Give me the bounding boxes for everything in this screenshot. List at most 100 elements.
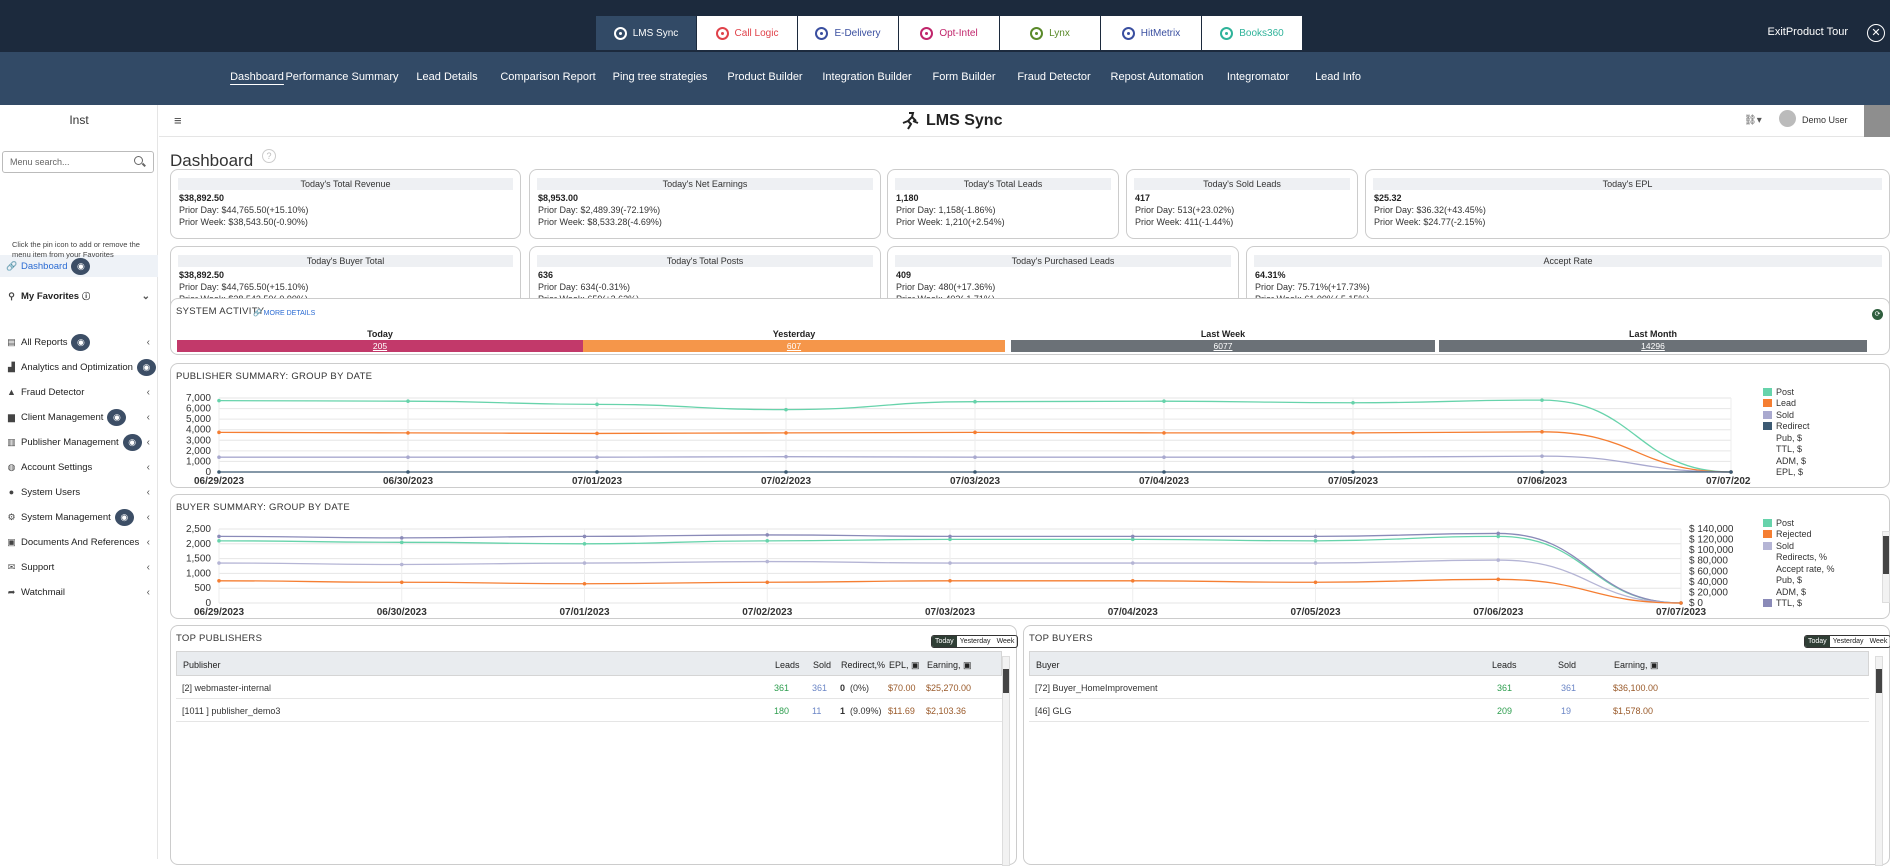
eye-icon[interactable]: ◉ <box>71 333 91 351</box>
nav-lead-info[interactable]: Lead Info <box>1315 71 1361 83</box>
col-earning[interactable]: Earning, ▣ <box>1614 660 1659 670</box>
col-leads[interactable]: Leads <box>1492 660 1517 670</box>
product-tab-e-delivery[interactable]: E-Delivery <box>798 16 898 50</box>
sidebar-item-all-reports[interactable]: ▤ All Reports ◉ ‹ <box>0 331 158 353</box>
range-tab-yesterday[interactable]: Yesterday <box>959 638 991 645</box>
nav-lead-details[interactable]: Lead Details <box>416 71 478 83</box>
sidebar-item-system-management[interactable]: ⚙ System Management ◉ ‹ <box>0 506 158 528</box>
range-tab-today[interactable]: Today <box>932 636 957 647</box>
col-leads[interactable]: Leads <box>775 660 800 670</box>
legend-scrollbar[interactable] <box>1882 531 1890 603</box>
nav-comparison-report[interactable]: Comparison Report <box>500 71 596 83</box>
chevron-left-icon[interactable]: ‹ <box>146 511 150 523</box>
legend-item-ttl-[interactable]: TTL, $ <box>1763 598 1835 610</box>
buyer-name[interactable]: [46] GLG <box>1035 706 1072 716</box>
activity-bar[interactable]: 14296 <box>1439 340 1867 352</box>
legend-item-post[interactable]: Post <box>1763 517 1835 529</box>
sidebar-item-fraud-detector[interactable]: ▲ Fraud Detector ‹ <box>0 381 158 403</box>
nav-performance-summary[interactable]: Performance Summary <box>285 71 399 83</box>
chevron-left-icon[interactable]: ⌄ <box>141 290 150 302</box>
activity-bar[interactable]: 205 <box>177 340 583 352</box>
buyer-name[interactable]: [72] Buyer_HomeImprovement <box>1035 683 1158 693</box>
eye-icon[interactable]: ◉ <box>136 358 156 376</box>
help-button[interactable] <box>1864 105 1890 137</box>
legend-item-pub-[interactable]: Pub, $ <box>1763 432 1810 444</box>
table-row[interactable]: [72] Buyer_HomeImprovement 361 361 $36,100.… <box>1029 676 1869 699</box>
close-icon[interactable]: ✕ <box>1867 24 1885 42</box>
product-tab-lms-sync[interactable]: LMS Sync <box>596 16 696 50</box>
eye-icon[interactable]: ◉ <box>122 433 142 451</box>
exit-product-tour-link[interactable]: ExitProduct Tour <box>1767 26 1848 38</box>
legend-item-adm-[interactable]: ADM, $ <box>1763 586 1835 598</box>
activity-bar[interactable]: 607 <box>583 340 1005 352</box>
chevron-left-icon[interactable]: ‹ <box>146 461 150 473</box>
sidebar-item-publisher-management[interactable]: ▥ Publisher Management ◉ ‹ <box>0 431 158 453</box>
chevron-left-icon[interactable]: ‹ <box>146 486 150 498</box>
legend-item-accept-rate-[interactable]: Accept rate, % <box>1763 563 1835 575</box>
table-row[interactable]: [1011 ] publisher_demo3 180 11 1 (9.09%) $11.… <box>176 699 1002 722</box>
table-row[interactable]: [2] webmaster-internal 361 361 0 (0%) $70.00 $… <box>176 676 1002 699</box>
sidebar-item-client-management[interactable]: ▆ Client Management ◉ ‹ <box>0 406 158 428</box>
chevron-left-icon[interactable]: ‹ <box>146 561 150 573</box>
eye-icon[interactable]: ◉ <box>71 257 91 275</box>
activity-bar[interactable]: 6077 <box>1011 340 1435 352</box>
eye-icon[interactable]: ◉ <box>107 408 127 426</box>
chevron-left-icon[interactable]: ‹ <box>146 436 150 448</box>
col-earning[interactable]: Earning, ▣ <box>927 660 972 670</box>
nav-form-builder[interactable]: Form Builder <box>932 71 996 83</box>
legend-item-epl-[interactable]: EPL, $ <box>1763 467 1810 479</box>
range-tab-yesterday[interactable]: Yesterday <box>1832 638 1864 645</box>
sidebar-item-my-favorites[interactable]: ⚲ My Favorites ⓘ ⌄ <box>0 285 158 307</box>
range-tab-week[interactable]: Week <box>996 638 1015 645</box>
range-tab-week[interactable]: Week <box>1869 638 1888 645</box>
sidebar-item-system-users[interactable]: ● System Users ‹ <box>0 481 158 503</box>
sidebar-item-account-settings[interactable]: ◍ Account Settings ‹ <box>0 456 158 478</box>
buyers-scrollbar[interactable] <box>1875 656 1883 866</box>
more-details-link[interactable]: 🔗 MORE DETAILS <box>253 310 316 317</box>
legend-item-pub-[interactable]: Pub, $ <box>1763 575 1835 587</box>
help-icon[interactable]: ⓘ <box>82 291 91 301</box>
legend-item-post[interactable]: Post <box>1763 386 1810 398</box>
product-tab-opt-intel[interactable]: Opt-Intel <box>899 16 999 50</box>
sidebar-item-analytics-and-optimization[interactable]: ▟ Analytics and Optimization ◉ <box>0 356 158 378</box>
col-buyer[interactable]: Buyer <box>1036 660 1060 670</box>
legend-item-redirects-[interactable]: Redirects, % <box>1763 552 1835 564</box>
chevron-left-icon[interactable]: ‹ <box>146 536 150 548</box>
publisher-name[interactable]: [1011 ] publisher_demo3 <box>182 706 281 716</box>
avatar[interactable] <box>1779 110 1796 127</box>
legend-item-adm-[interactable]: ADM, $ <box>1763 455 1810 467</box>
nav-fraud-detector[interactable]: Fraud Detector <box>1017 71 1091 83</box>
legend-item-ttl-[interactable]: TTL, $ <box>1763 444 1810 456</box>
refresh-icon[interactable]: ⟳ <box>1872 309 1883 320</box>
nav-ping-tree-strategies[interactable]: Ping tree strategies <box>612 71 708 83</box>
legend-item-sold[interactable]: Sold <box>1763 540 1835 552</box>
link-dropdown-icon[interactable]: ⛓▾ <box>1744 115 1762 126</box>
product-tab-books360[interactable]: Books360 <box>1202 16 1302 50</box>
legend-item-redirect[interactable]: Redirect <box>1763 421 1810 433</box>
nav-integromator[interactable]: Integromator <box>1226 71 1290 83</box>
nav-repost-automation[interactable]: Repost Automation <box>1110 71 1204 83</box>
eye-icon[interactable]: ◉ <box>114 508 134 526</box>
chevron-left-icon[interactable]: ‹ <box>146 336 150 348</box>
legend-item-sold[interactable]: Sold <box>1763 409 1810 421</box>
table-row[interactable]: [46] GLG 209 19 $1,578.00 <box>1029 699 1869 722</box>
menu-toggle-icon[interactable]: ≡ <box>174 113 182 128</box>
help-icon[interactable]: ? <box>262 149 276 163</box>
col-sold[interactable]: Sold <box>813 660 832 670</box>
chevron-left-icon[interactable]: ‹ <box>146 586 150 598</box>
chevron-left-icon[interactable]: ‹ <box>146 386 150 398</box>
sidebar-item-support[interactable]: ✉ Support ‹ <box>0 556 158 578</box>
col-redirect[interactable]: Redirect,% <box>841 660 886 670</box>
nav-dashboard[interactable]: Dashboard <box>230 71 284 83</box>
col-publisher[interactable]: Publisher <box>183 660 221 670</box>
menu-search-input[interactable]: Menu search... <box>2 151 154 173</box>
publisher-name[interactable]: [2] webmaster-internal <box>182 683 272 693</box>
product-tab-lynx[interactable]: Lynx <box>1000 16 1100 50</box>
col-sold[interactable]: Sold <box>1558 660 1577 670</box>
sidebar-item-watchmail[interactable]: ➦ Watchmail ‹ <box>0 581 158 603</box>
product-tab-hitmetrix[interactable]: HitMetrix <box>1101 16 1201 50</box>
col-epl[interactable]: EPL, ▣ <box>889 660 920 670</box>
user-name[interactable]: Demo User <box>1802 115 1848 125</box>
legend-item-rejected[interactable]: Rejected <box>1763 529 1835 541</box>
sidebar-item-documents-and-references[interactable]: ▣ Documents And References ‹ <box>0 531 158 553</box>
